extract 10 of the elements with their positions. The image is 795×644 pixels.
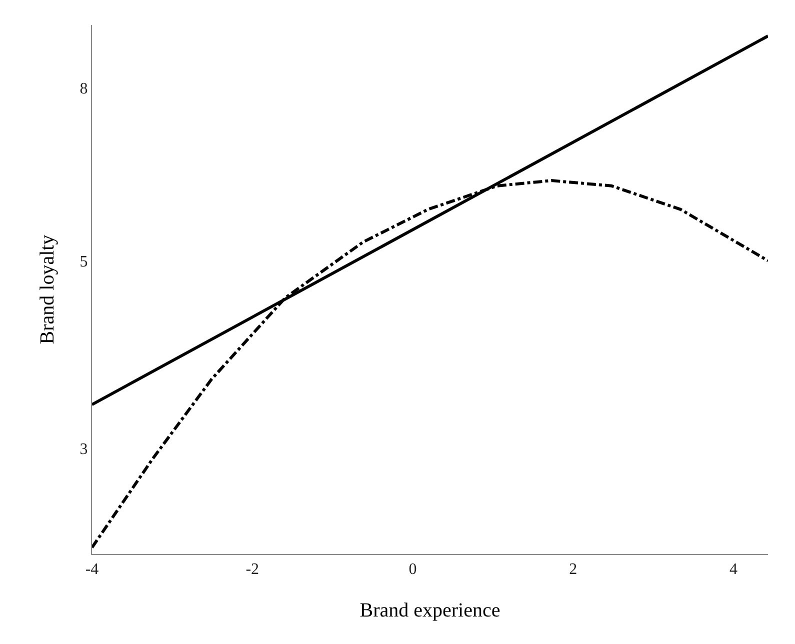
y-tick-label: 8 [80,80,88,98]
x-tick-label: 2 [569,561,578,578]
x-tick-label: 0 [408,561,417,578]
x-tick-label: 4 [730,561,738,578]
y-tick-label: 3 [80,440,88,458]
y-axis-title: Brand loyalty [36,234,58,344]
x-axis-title: Brand experience [360,600,500,622]
y-tick-label: 5 [80,253,88,270]
x-tick-label: -2 [246,561,260,578]
x-tick-label: -4 [85,561,99,578]
